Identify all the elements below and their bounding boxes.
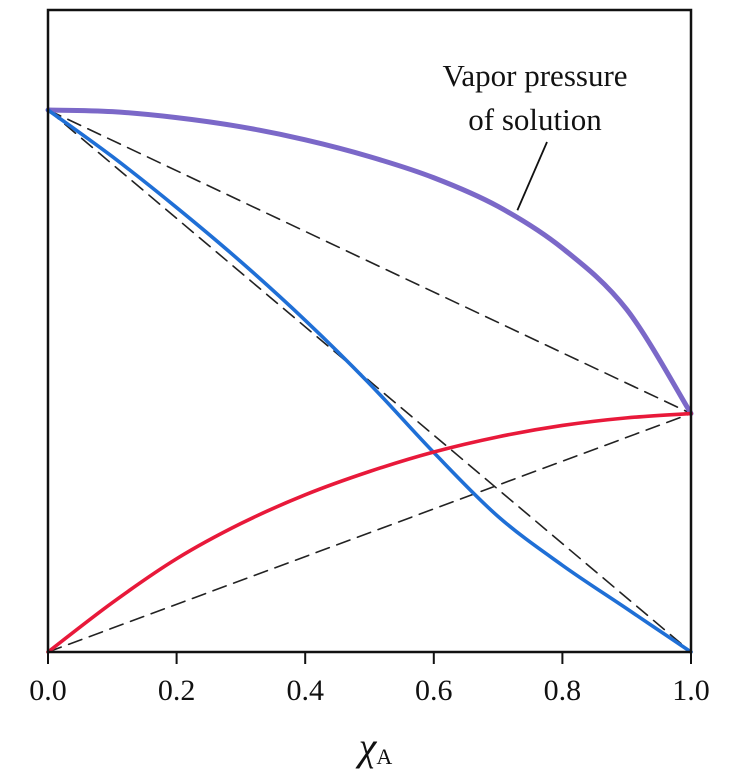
series-line-ideal-b-raoult- (47, 109, 692, 653)
annotation-text-line: of solution (468, 102, 602, 137)
x-tick-label: 0.6 (415, 674, 453, 707)
series-line-component-a-partial-pressure (46, 411, 693, 654)
series-line-component-b-partial-pressure (46, 108, 693, 654)
x-axis-label-subscript: A (376, 744, 392, 769)
annotation: Vapor pressure of solution (442, 58, 628, 211)
series-line-ideal-a-raoult- (47, 412, 692, 653)
x-tick-label: 0.0 (29, 674, 67, 707)
x-tick-label: 0.2 (158, 674, 196, 707)
series-layer (45, 107, 694, 654)
x-ticks: 0.0 0.2 0.4 0.6 0.8 1.0 (29, 652, 710, 707)
series-line-ideal-total-raoult- (47, 109, 692, 415)
annotation-text-line: Vapor pressure (442, 58, 627, 93)
series-line-vapor-pressure-of-solution (45, 107, 694, 417)
x-tick-label: 0.4 (286, 674, 324, 707)
x-tick-label: 1.0 (672, 674, 710, 707)
annotation-pointer-line (516, 141, 548, 211)
plot-frame (46, 8, 693, 654)
x-tick-label: 0.8 (544, 674, 582, 707)
x-axis-label: χA (355, 724, 393, 769)
x-axis-label-main: χ (355, 724, 378, 769)
